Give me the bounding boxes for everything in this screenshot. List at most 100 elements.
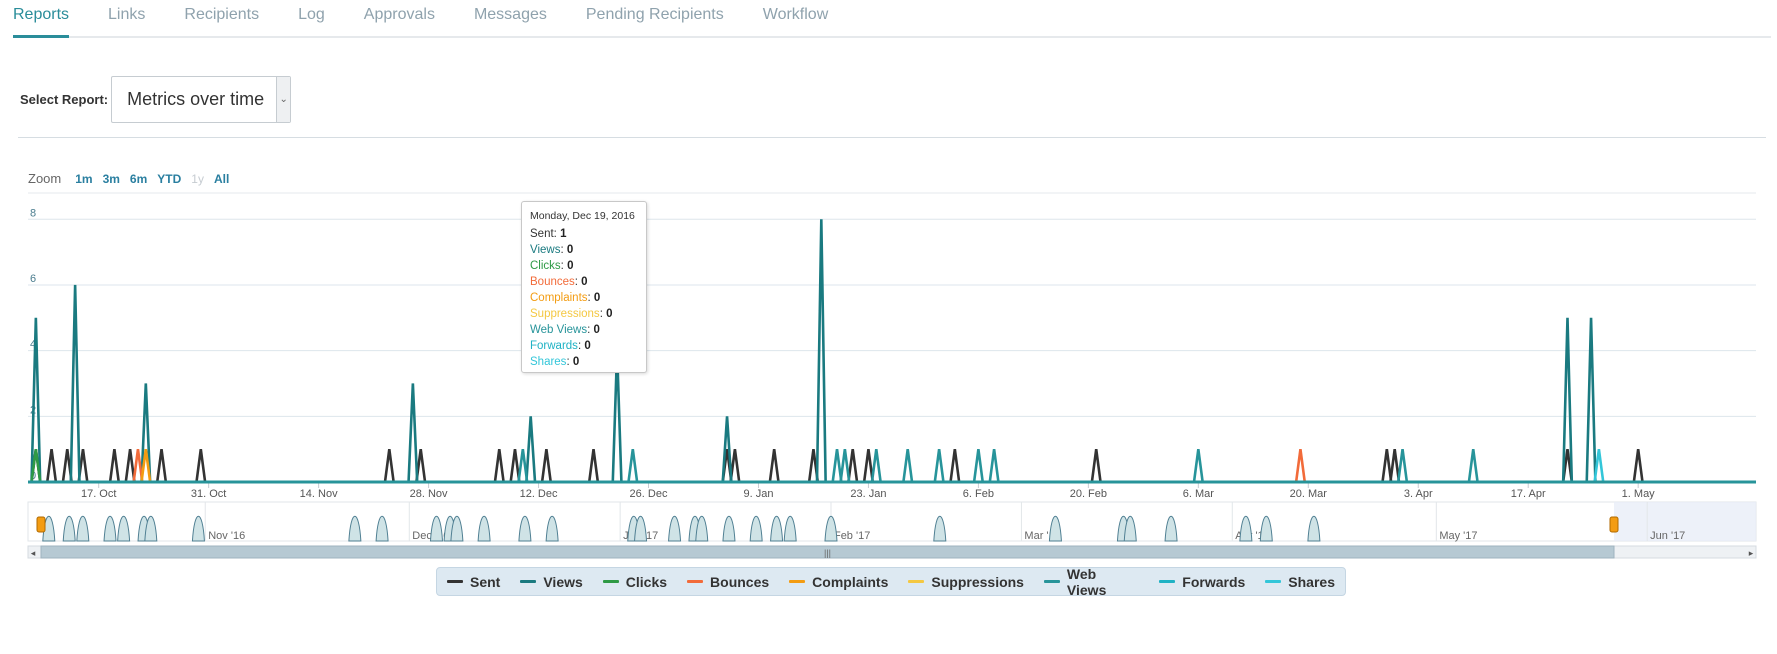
series-point	[1192, 448, 1204, 483]
x-tick-label: 17. Apr	[1511, 488, 1546, 500]
x-tick-label: 9. Jan	[743, 488, 773, 500]
legend-item[interactable]: Complaints	[789, 574, 888, 590]
legend-item[interactable]: Forwards	[1159, 574, 1245, 590]
tab-messages[interactable]: Messages	[473, 6, 547, 23]
tooltip-row: Clicks: 0	[530, 260, 574, 272]
series-point	[383, 448, 395, 483]
chevron-down-icon[interactable]: ⌄	[276, 77, 291, 122]
tab-reports[interactable]: Reports	[13, 0, 70, 38]
y-tick-label: 6	[30, 273, 36, 285]
navigator-label: Nov '16	[208, 530, 245, 542]
zoom-1m-button[interactable]: 1m	[75, 172, 93, 186]
navigator-label: Jun '17	[1650, 530, 1685, 542]
navigator-peak	[770, 516, 784, 542]
navigator-peak	[668, 516, 682, 542]
series-point	[1090, 448, 1102, 483]
tab-log[interactable]: Log	[298, 6, 325, 23]
series-point	[140, 448, 152, 483]
series-point	[933, 448, 945, 483]
series-point	[69, 284, 81, 483]
series-point	[847, 448, 859, 483]
zoom-ytd-button[interactable]: YTD	[157, 172, 182, 186]
navigator-peak	[824, 516, 838, 542]
navigator-label: May '17	[1439, 530, 1477, 542]
tab-links[interactable]: Links	[108, 6, 146, 23]
navigator-peak	[695, 516, 709, 542]
legend-item[interactable]: Shares	[1265, 574, 1335, 590]
zoom-6m-button[interactable]: 6m	[129, 172, 148, 186]
tooltip-series-name: Complaints	[530, 292, 588, 304]
legend-item[interactable]: Web Views	[1043, 566, 1139, 598]
legend-swatch	[908, 580, 925, 583]
tooltip-row: Bounces: 0	[530, 276, 588, 288]
legend-item[interactable]: Sent	[447, 574, 500, 590]
series-point	[1389, 448, 1401, 483]
navigator-peak	[1239, 516, 1253, 542]
x-tick-label: 26. Dec	[630, 488, 668, 500]
scrollbar-thumb	[40, 545, 1615, 559]
series-point	[1593, 448, 1605, 483]
tooltip-series-name: Clicks	[530, 260, 561, 272]
zoom-1y-button[interactable]: 1y	[191, 172, 204, 186]
tooltip-series-name: Web Views	[530, 324, 588, 336]
tooltip-row: Suppressions: 0	[530, 308, 613, 320]
series-point	[407, 383, 419, 483]
legend-item[interactable]: Suppressions	[908, 574, 1024, 590]
tab-approvals[interactable]: Approvals	[363, 6, 435, 23]
navigator-peak	[62, 516, 76, 542]
navigator-background	[27, 501, 1757, 542]
section-divider	[18, 137, 1766, 138]
series-point	[509, 448, 521, 483]
tooltip-row: Forwards: 0	[530, 340, 591, 352]
legend-item[interactable]: Views	[520, 574, 583, 590]
series-point	[195, 448, 207, 483]
x-tick-label: 28. Nov	[410, 488, 448, 500]
zoom-all-button[interactable]: All	[213, 172, 230, 186]
navigator-peak	[749, 516, 763, 542]
tooltip-series-name: Forwards	[530, 340, 578, 352]
tooltip-series-value: 0	[593, 324, 600, 336]
legend-item[interactable]: Clicks	[602, 574, 667, 590]
series-point	[1632, 448, 1644, 483]
tooltip-series-name: Shares	[530, 356, 567, 368]
series-point	[30, 448, 42, 483]
x-tick-label: 6. Mar	[1183, 488, 1215, 500]
series-point	[831, 448, 843, 483]
report-select[interactable]: Metrics over time ⌄	[111, 76, 292, 123]
zoom-label: Zoom	[28, 171, 62, 186]
navigator-handle	[36, 516, 46, 533]
tooltip-series-value: 0	[593, 292, 601, 304]
scrollbar-grip-icon: |||	[824, 548, 831, 558]
tooltip-date: Monday, Dec 19, 2016	[530, 210, 635, 222]
navigator-unselected-area	[1614, 502, 1756, 541]
legend-label: Complaints	[812, 573, 889, 590]
legend-swatch	[520, 580, 537, 583]
select-report-label: Select Report:	[20, 92, 109, 107]
x-tick-label: 31. Oct	[191, 488, 226, 500]
tooltip-row: Sent: 1	[530, 228, 567, 240]
tab-pending-recipients[interactable]: Pending Recipients	[585, 6, 724, 23]
series-point	[988, 448, 1000, 483]
series-point	[132, 448, 144, 483]
legend-swatch	[1043, 580, 1060, 583]
x-tick-label: 12. Dec	[520, 488, 558, 500]
tab-workflow[interactable]: Workflow	[762, 6, 829, 23]
series-point	[1396, 448, 1409, 483]
legend-swatch	[789, 580, 806, 583]
zoom-3m-button[interactable]: 3m	[102, 172, 120, 186]
legend-swatch	[1159, 580, 1176, 583]
tooltip-series-value: 1	[560, 228, 567, 240]
x-tick-label: 17. Oct	[81, 488, 116, 500]
x-tick-label: 1. May	[1622, 488, 1656, 500]
tab-recipients[interactable]: Recipients	[184, 6, 260, 23]
series-point	[124, 448, 136, 483]
navigator-peak	[722, 516, 736, 542]
series-point	[1294, 448, 1307, 483]
legend-item[interactable]: Bounces	[687, 574, 769, 590]
tooltip-series-value: 0	[606, 308, 613, 320]
zoom-controls: Zoom 1m 3m 6m YTD 1y All	[28, 171, 229, 186]
series-point	[517, 448, 529, 483]
legend-swatch	[602, 580, 619, 583]
tooltip-series-name: Bounces	[530, 276, 575, 288]
